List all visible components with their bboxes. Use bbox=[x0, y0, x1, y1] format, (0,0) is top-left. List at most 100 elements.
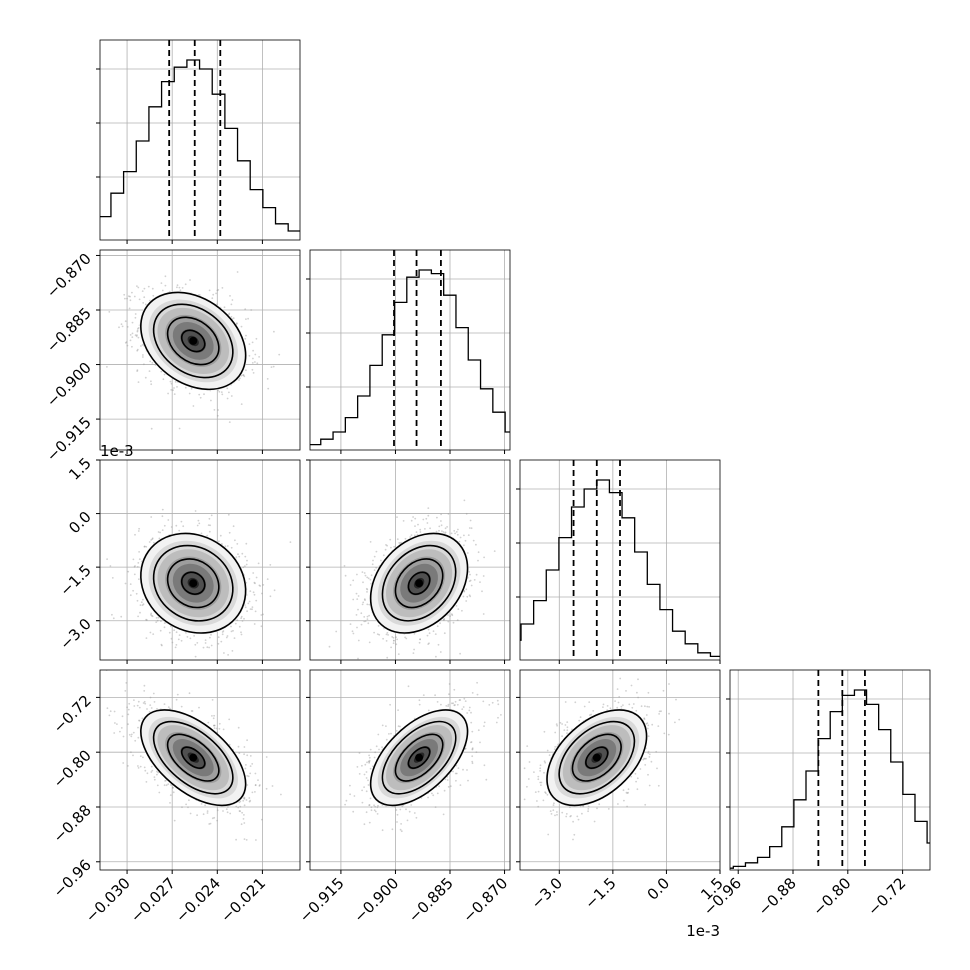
scatter-point bbox=[196, 642, 199, 644]
scatter-point bbox=[178, 427, 181, 430]
scatter-point bbox=[360, 612, 363, 615]
scatter-point bbox=[393, 639, 395, 642]
scatter-point bbox=[137, 700, 140, 703]
scatter-point bbox=[241, 552, 244, 555]
scatter-point bbox=[181, 287, 184, 289]
scatter-point bbox=[249, 799, 252, 802]
scatter-point bbox=[244, 767, 247, 770]
scatter-point bbox=[204, 642, 207, 644]
scatter-point bbox=[133, 705, 136, 707]
scatter-point bbox=[242, 799, 245, 802]
scatter-point bbox=[137, 327, 139, 330]
scatter-point bbox=[163, 373, 166, 376]
scatter-point bbox=[469, 573, 471, 576]
scatter-point bbox=[447, 614, 449, 616]
scatter-point bbox=[155, 617, 158, 619]
scatter-point bbox=[244, 606, 247, 609]
scatter-point bbox=[175, 524, 178, 527]
scatter-point bbox=[243, 746, 246, 748]
scatter-point bbox=[135, 335, 138, 338]
scatter-point bbox=[148, 370, 151, 372]
scatter-point bbox=[248, 600, 251, 603]
scatter-point bbox=[108, 714, 111, 717]
scatter-point bbox=[266, 378, 269, 380]
panel-frame bbox=[309, 249, 511, 451]
scatter-point bbox=[239, 805, 242, 808]
scatter-point bbox=[136, 349, 139, 352]
scatter-point bbox=[396, 516, 398, 518]
histogram-step bbox=[310, 269, 510, 446]
scatter-point bbox=[362, 601, 365, 604]
scatter-point bbox=[144, 702, 147, 705]
scatter-point bbox=[251, 368, 254, 371]
scatter-point bbox=[245, 563, 248, 566]
scatter-point bbox=[126, 297, 128, 300]
scatter-point bbox=[238, 555, 241, 558]
scatter-point bbox=[396, 638, 398, 641]
scatter-point bbox=[280, 793, 282, 796]
scatter-point bbox=[216, 289, 219, 292]
scatter-point bbox=[352, 579, 355, 582]
scatter-point bbox=[167, 519, 170, 521]
scatter-point bbox=[198, 294, 201, 296]
scatter-point bbox=[120, 727, 123, 729]
scatter-point bbox=[243, 617, 245, 620]
scatter-point bbox=[242, 374, 245, 377]
scatter-point bbox=[364, 620, 367, 623]
scatter-point bbox=[142, 302, 145, 304]
scatter-point bbox=[410, 534, 413, 536]
scatter-point bbox=[198, 393, 201, 396]
scatter-point bbox=[217, 289, 220, 291]
scatter-point bbox=[404, 537, 407, 540]
scatter-point bbox=[127, 570, 130, 573]
scatter-point bbox=[438, 525, 441, 528]
scatter-point bbox=[106, 558, 108, 560]
scatter-point bbox=[210, 633, 212, 636]
scatter-point bbox=[465, 588, 468, 591]
scatter-point bbox=[252, 357, 254, 360]
scatter-point bbox=[390, 646, 392, 649]
scatter-point bbox=[245, 334, 247, 337]
scatter-point bbox=[373, 631, 375, 634]
scatter-point bbox=[271, 785, 274, 787]
scatter-point bbox=[246, 754, 249, 757]
scatter-point bbox=[136, 334, 138, 336]
scatter-point bbox=[211, 699, 214, 701]
scatter-point bbox=[258, 584, 261, 587]
scatter-point bbox=[442, 619, 445, 621]
scatter-point bbox=[165, 784, 168, 787]
scatter-point bbox=[253, 581, 256, 584]
scatter-point bbox=[213, 724, 216, 727]
scatter-point bbox=[124, 341, 127, 344]
scatter-point bbox=[446, 526, 448, 528]
scatter-point bbox=[189, 279, 191, 281]
scatter-point bbox=[229, 295, 231, 297]
scatter-point bbox=[134, 313, 137, 315]
scatter-point bbox=[240, 325, 243, 328]
scatter-point bbox=[249, 755, 252, 757]
scatter-point bbox=[180, 639, 183, 642]
scatter-point bbox=[106, 366, 108, 368]
scatter-point bbox=[469, 519, 472, 522]
scatter-point bbox=[176, 286, 178, 289]
scatter-point bbox=[169, 794, 172, 796]
scatter-point bbox=[188, 799, 190, 802]
scatter-point bbox=[248, 354, 251, 357]
scatter-point bbox=[158, 537, 161, 540]
scatter-point bbox=[127, 765, 129, 767]
scatter-point bbox=[208, 530, 211, 533]
scatter-point bbox=[143, 296, 146, 299]
scatter-point bbox=[450, 613, 453, 616]
scatter-point bbox=[372, 559, 374, 562]
scatter-point bbox=[359, 661, 361, 663]
scatter-point bbox=[125, 341, 128, 343]
scatter-point bbox=[269, 595, 272, 598]
density-panel-1-0: −0.915−0.900−0.885−0.870 bbox=[43, 250, 301, 465]
scatter-point bbox=[412, 516, 414, 518]
scatter-point bbox=[202, 646, 205, 649]
scatter-point bbox=[361, 571, 364, 573]
scatter-point bbox=[373, 569, 376, 571]
scatter-point bbox=[136, 369, 139, 371]
scatter-point bbox=[235, 838, 238, 841]
scatter-point bbox=[479, 581, 481, 583]
